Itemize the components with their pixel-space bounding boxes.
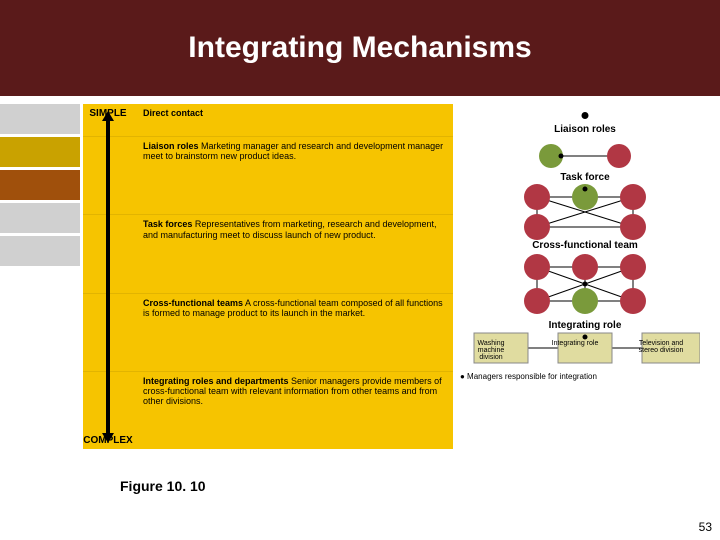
mechanism-row: Integrating roles and departments Senior… — [83, 371, 453, 449]
side-block — [0, 203, 80, 233]
mechanism-text: Cross-functional teams A cross-functiona… — [143, 298, 445, 319]
mechanism-list: Direct contact Liaison roles Marketing m… — [83, 104, 453, 449]
mechanism-text: Liaison roles Marketing manager and rese… — [143, 141, 445, 162]
mechanism-row: Direct contact — [83, 104, 453, 136]
arrow-body — [106, 119, 110, 435]
cft-label: Cross-functional team — [460, 240, 710, 251]
side-block — [0, 137, 80, 167]
introle-left-label: Washing machine division — [466, 340, 516, 361]
page-number: 53 — [699, 520, 712, 534]
mechanism-text: Integrating roles and departments Senior… — [143, 376, 445, 407]
mechanism-row: Cross-functional teams A cross-functiona… — [83, 293, 453, 371]
mechanism-row: Liaison roles Marketing manager and rese… — [83, 136, 453, 214]
diagram-taskforce: Task force — [460, 172, 710, 240]
liaison-svg — [535, 142, 635, 170]
mechanism-row: Task forces Representatives from marketi… — [83, 214, 453, 292]
side-block — [0, 236, 80, 266]
diagram-cft: Cross-functional team — [460, 240, 710, 320]
mechanism-text: Task forces Representatives from marketi… — [143, 219, 445, 240]
diagram-liaison: Liaison roles — [460, 124, 710, 172]
cft-svg — [515, 251, 655, 317]
side-blocks — [0, 104, 80, 269]
diagram-direct-contact — [460, 104, 710, 124]
introle-right-label: Television and stereo division — [634, 340, 688, 354]
taskforce-label: Task force — [460, 172, 710, 183]
introle-label: Integrating role — [460, 320, 710, 331]
diagram-integrating-role: Integrating role Washing machine divisio… — [460, 320, 710, 398]
simple-complex-arrow: SIMPLE COMPLEX — [83, 108, 133, 446]
slide-title: Integrating Mechanisms — [188, 31, 531, 65]
side-block — [0, 104, 80, 134]
side-block — [0, 170, 80, 200]
title-bar: Integrating Mechanisms — [0, 0, 720, 96]
contact-dot — [582, 112, 589, 119]
diagram-column: Liaison roles Task force — [460, 104, 710, 449]
diagram-legend: ● Managers responsible for integration — [460, 372, 710, 400]
slide: Integrating Mechanisms SIMPLE COMPLEX Di… — [0, 0, 720, 540]
liaison-label: Liaison roles — [460, 124, 710, 135]
taskforce-svg — [515, 183, 655, 241]
figure-label: Figure 10. 10 — [120, 478, 206, 494]
introle-center-label: Integrating role — [550, 340, 600, 347]
mechanism-text: Direct contact — [143, 108, 203, 118]
